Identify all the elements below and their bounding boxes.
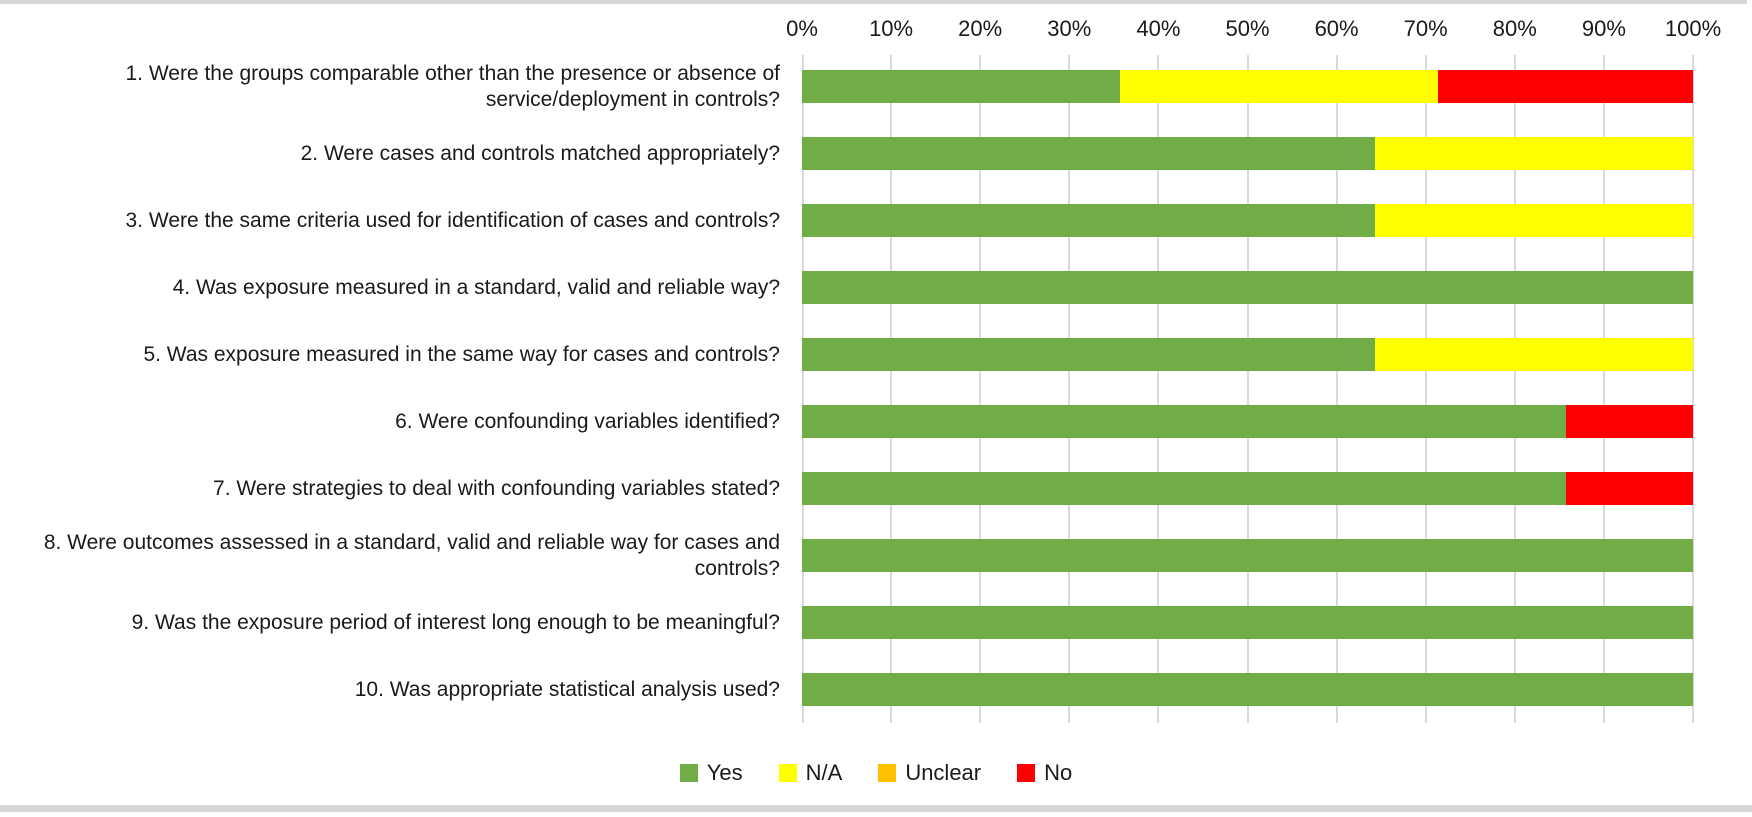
category-label: 4. Was exposure measured in a standard, … — [172, 275, 780, 299]
legend-item-n-a: N/A — [778, 760, 843, 786]
category-label: 2. Were cases and controls matched appro… — [300, 141, 780, 165]
bar-segment-n-a — [1374, 137, 1693, 170]
gridline — [890, 55, 893, 723]
bar-segment-yes — [802, 405, 1566, 438]
category-label: 3. Were the same criteria used for ident… — [125, 208, 780, 232]
legend-swatch-icon — [878, 764, 897, 782]
gridline — [1692, 55, 1694, 723]
x-axis-tick-30pct: 30% — [1047, 16, 1092, 41]
legend-swatch-icon — [1017, 764, 1036, 782]
bar-segment-yes — [802, 70, 1121, 103]
legend-item-unclear: Unclear — [878, 760, 981, 786]
bar-segment-no — [1565, 405, 1693, 438]
legend-swatch-icon — [778, 764, 797, 782]
x-axis-tick-100pct: 100% — [1664, 16, 1722, 41]
gridline — [802, 55, 804, 723]
x-axis-tick-40pct: 40% — [1136, 16, 1181, 41]
category-label: 1. Were the groups comparable other than… — [125, 61, 780, 111]
x-axis-tick-10pct: 10% — [869, 16, 914, 41]
legend-item-no: No — [1017, 760, 1072, 786]
legend-swatch-icon — [679, 764, 698, 782]
bar-segment-yes — [802, 137, 1375, 170]
bar-segment-n-a — [1374, 204, 1693, 237]
x-axis-tick-50pct: 50% — [1225, 16, 1270, 41]
gridline — [979, 55, 982, 723]
legend-label: No — [1044, 760, 1073, 785]
gridline — [1602, 55, 1605, 723]
legend-label: Yes — [706, 760, 743, 785]
legend-item-yes: Yes — [679, 760, 743, 786]
gridline — [1513, 55, 1516, 723]
category-label: 6. Were confounding variables identified… — [395, 409, 780, 433]
gridline — [1157, 55, 1160, 723]
x-axis-tick-60pct: 60% — [1314, 16, 1359, 41]
bar-segment-yes — [802, 606, 1693, 639]
x-axis-tick-70pct: 70% — [1403, 16, 1448, 41]
bar-row — [802, 338, 1693, 371]
category-label: 9. Was the exposure period of interest l… — [131, 610, 780, 634]
bar-row — [802, 405, 1693, 438]
bar-segment-n-a — [1120, 70, 1439, 103]
category-label: 5. Was exposure measured in the same way… — [143, 342, 780, 366]
legend: Yes N/A Unclear No — [0, 760, 1752, 786]
gridline — [1068, 55, 1071, 723]
bar-segment-n-a — [1374, 338, 1693, 371]
gridline — [1424, 55, 1427, 723]
legend-label: Unclear — [905, 760, 982, 785]
bar-segment-yes — [802, 271, 1693, 304]
bar-segment-no — [1438, 70, 1693, 103]
x-axis-tick-0pct: 0% — [786, 16, 818, 41]
category-label: 10. Was appropriate statistical analysis… — [354, 677, 780, 701]
legend-label: N/A — [805, 760, 843, 785]
gridline — [1246, 55, 1249, 723]
bar-row — [802, 271, 1693, 304]
x-axis-tick-80pct: 80% — [1492, 16, 1537, 41]
bar-row — [802, 539, 1693, 572]
bar-segment-yes — [802, 338, 1375, 371]
gridline — [1335, 55, 1338, 723]
bar-row — [802, 606, 1693, 639]
bar-segment-yes — [802, 204, 1375, 237]
x-axis-tick-90pct: 90% — [1581, 16, 1626, 41]
category-label: 7. Were strategies to deal with confound… — [213, 476, 780, 500]
category-label: 8. Were outcomes assessed in a standard,… — [43, 530, 780, 580]
top-border-line — [0, 0, 1747, 4]
plot-area — [802, 55, 1694, 723]
bottom-border-line — [0, 805, 1752, 812]
bar-segment-yes — [802, 472, 1566, 505]
bar-segment-no — [1565, 472, 1693, 505]
bar-segment-yes — [802, 539, 1693, 572]
bar-row — [802, 70, 1693, 103]
bar-row — [802, 204, 1693, 237]
bar-row — [802, 472, 1693, 505]
bar-row — [802, 673, 1693, 706]
bar-segment-yes — [802, 673, 1693, 706]
x-axis-tick-20pct: 20% — [958, 16, 1003, 41]
bar-row — [802, 137, 1693, 170]
